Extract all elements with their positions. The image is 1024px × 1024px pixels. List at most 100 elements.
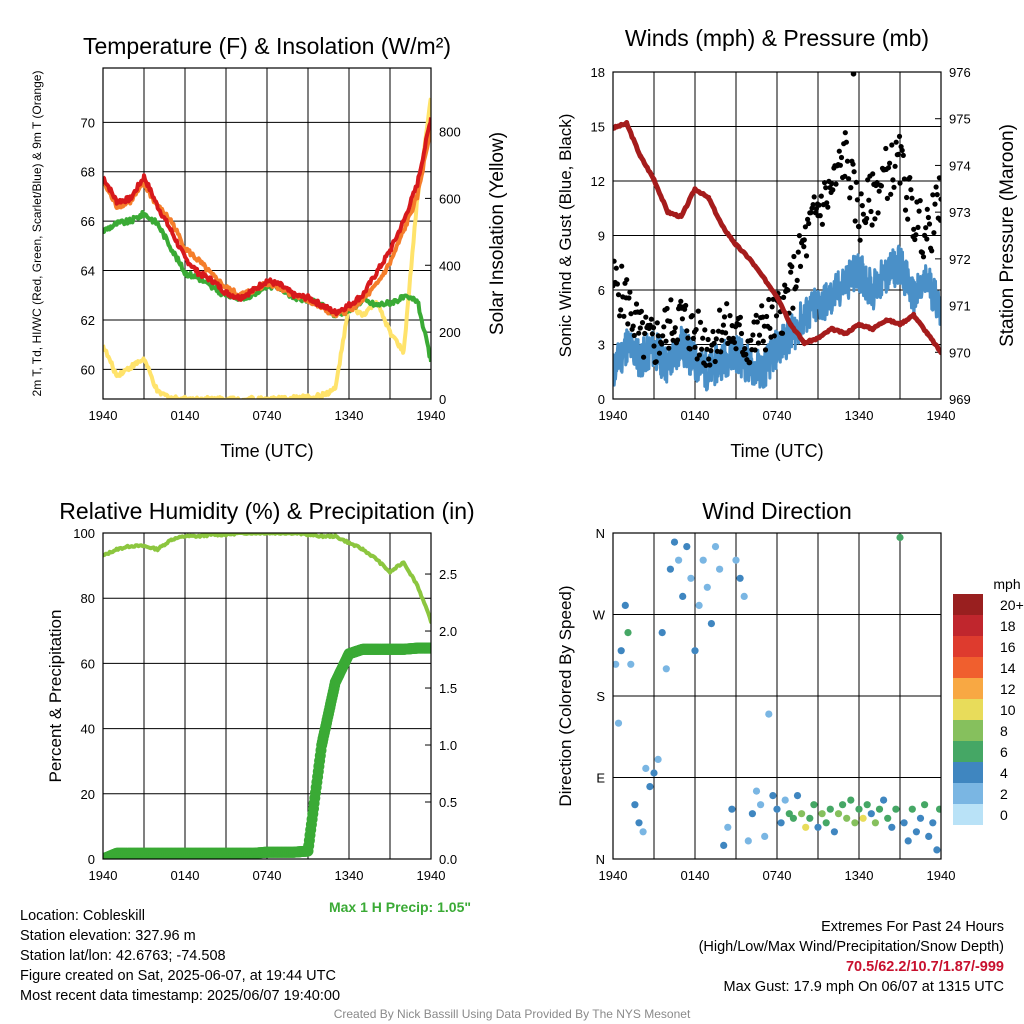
extremes-panel: Extremes For Past 24 Hours (High/Low/Max… xyxy=(699,917,1004,997)
gust-point xyxy=(902,207,909,213)
gust-point xyxy=(938,196,941,202)
wind-direction-point xyxy=(908,805,916,813)
gust-point xyxy=(808,210,814,216)
x-tick-label: 1940 xyxy=(599,408,628,423)
gust-point xyxy=(718,349,724,355)
wind-direction-point xyxy=(642,764,650,773)
y-tick-label: 70 xyxy=(81,115,95,130)
gust-point xyxy=(685,335,691,341)
gust-point xyxy=(743,351,749,357)
gust-point xyxy=(790,305,796,311)
gust-point xyxy=(707,362,713,368)
gust-point xyxy=(791,253,797,260)
y2-tick-label: 973 xyxy=(949,205,971,220)
gust-point xyxy=(824,200,830,206)
max-gust-point xyxy=(850,72,857,77)
chart-title: Temperature (F) & Insolation (W/m²) xyxy=(83,33,451,59)
series-line-station-pressure xyxy=(613,120,941,356)
gust-point xyxy=(872,216,878,222)
gust-point xyxy=(637,325,643,331)
gust-point xyxy=(864,215,870,222)
y-tick-label: 66 xyxy=(81,214,95,229)
gust-point xyxy=(885,165,892,171)
y-axis-label: Percent & Precipitation xyxy=(46,610,65,783)
gust-point xyxy=(905,216,911,222)
gust-point xyxy=(859,203,865,209)
gust-point xyxy=(803,253,810,259)
gust-point xyxy=(896,133,903,139)
plot-area xyxy=(613,72,941,392)
y-tick-label: S xyxy=(596,689,605,704)
gust-point xyxy=(919,250,926,256)
gust-point xyxy=(794,277,800,283)
x-tick-label: 1340 xyxy=(335,868,364,883)
legend-label: 12 xyxy=(1000,681,1016,697)
gust-point xyxy=(674,337,681,343)
legend-label: 8 xyxy=(1000,723,1008,739)
gust-point xyxy=(916,208,922,214)
wind-direction-point xyxy=(855,805,863,813)
wind-direction-point xyxy=(896,533,904,542)
gust-point xyxy=(700,335,706,341)
legend-swatch xyxy=(953,657,983,678)
legend-label: 0 xyxy=(1000,807,1008,823)
y2-tick-label: 1.5 xyxy=(439,681,457,696)
gust-point xyxy=(753,312,759,318)
wind-direction-point xyxy=(863,801,871,809)
gust-point xyxy=(892,163,898,169)
gust-point xyxy=(805,216,811,222)
wind-direction-point xyxy=(892,805,900,813)
x-tick-label: 0140 xyxy=(171,868,200,883)
gust-point xyxy=(924,236,930,242)
y-tick-label: 3 xyxy=(598,338,605,353)
wind-direction-point xyxy=(646,783,654,791)
y-tick-label: 9 xyxy=(598,229,605,244)
legend-label: 6 xyxy=(1000,744,1008,760)
y2-tick-label: 970 xyxy=(949,345,971,360)
wind-direction-point xyxy=(662,665,670,673)
wind-direction-point xyxy=(834,810,843,818)
y-tick-label: 60 xyxy=(81,656,95,671)
wind-direction-point xyxy=(806,814,814,822)
x-tick-label: 0740 xyxy=(763,868,792,883)
gust-point xyxy=(619,263,625,269)
gust-point xyxy=(755,340,762,346)
wind-direction-point xyxy=(732,556,740,564)
y-tick-label: N xyxy=(596,526,605,541)
y2-tick-label: 0 xyxy=(439,392,446,407)
wind-direction-point xyxy=(802,823,810,831)
wind-direction-point xyxy=(691,647,699,655)
x-axis-label: Time (UTC) xyxy=(220,441,313,461)
wind-direction-point xyxy=(867,810,875,818)
gust-point xyxy=(842,173,848,179)
wind-direction-point xyxy=(843,814,851,822)
gust-point xyxy=(760,338,766,344)
gust-point xyxy=(696,352,703,358)
gust-point xyxy=(666,345,672,351)
gust-point xyxy=(706,356,712,362)
gust-point xyxy=(847,195,853,201)
legend-swatch xyxy=(953,804,983,825)
wind-direction-point xyxy=(728,805,736,813)
gust-point xyxy=(844,158,851,164)
wind-direction-point xyxy=(822,819,830,827)
gust-point xyxy=(863,219,869,226)
gust-point xyxy=(710,328,716,335)
gust-point xyxy=(810,202,816,208)
gust-point xyxy=(869,222,875,228)
legend-swatch xyxy=(953,615,983,636)
gust-point xyxy=(793,284,799,290)
x-tick-label: 1340 xyxy=(845,408,874,423)
x-tick-label: 0740 xyxy=(253,408,282,423)
gust-point xyxy=(643,314,649,320)
gust-point xyxy=(671,329,677,335)
wind-direction-point xyxy=(921,801,929,809)
gust-point xyxy=(929,248,935,254)
y-tick-label: 15 xyxy=(591,120,605,135)
wind-direction-point xyxy=(925,832,933,841)
gust-point xyxy=(884,195,891,201)
gust-point xyxy=(730,335,736,341)
gust-point xyxy=(625,321,631,327)
gust-point xyxy=(801,237,807,243)
gust-point xyxy=(926,221,933,227)
